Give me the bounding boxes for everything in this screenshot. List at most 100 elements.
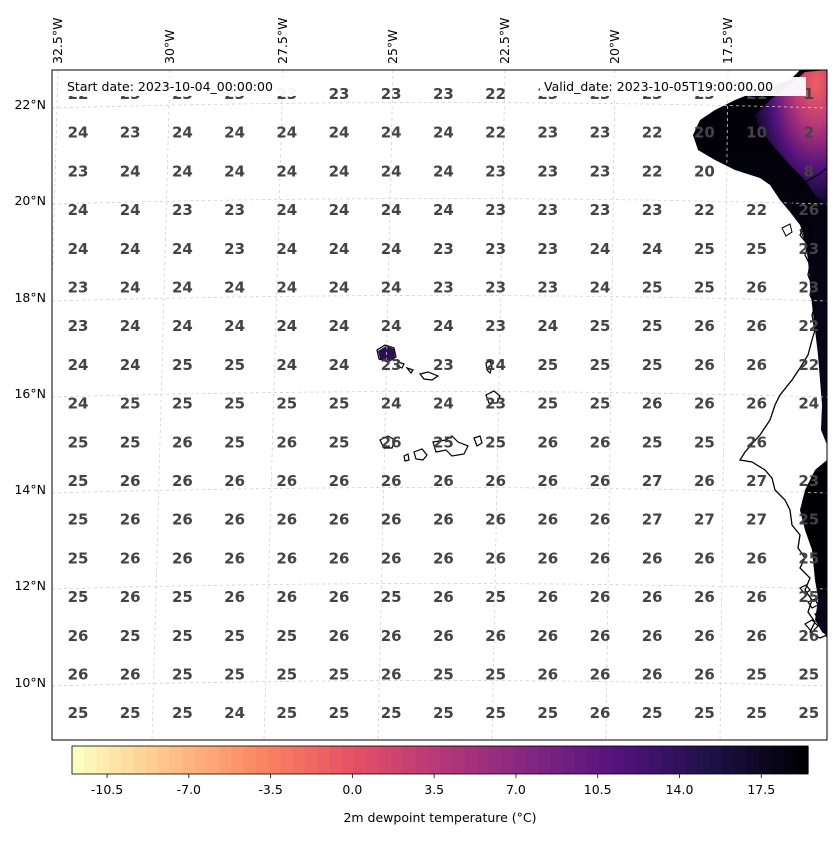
grid-value: 24 xyxy=(120,279,141,297)
colorbar-swatch xyxy=(476,746,490,774)
grid-value: 23 xyxy=(172,201,193,219)
grid-value: 24 xyxy=(68,395,89,413)
grid-value: 23 xyxy=(485,279,506,297)
colorbar-swatch xyxy=(722,746,735,774)
colorbar-swatch xyxy=(709,746,723,774)
grid-value: 25 xyxy=(224,627,245,645)
grid-value: 24 xyxy=(381,279,402,297)
colorbar-swatch xyxy=(403,746,417,774)
grid-value: 22 xyxy=(642,162,663,180)
colorbar-swatch xyxy=(354,746,367,774)
colorbar-tick-label: 3.5 xyxy=(424,782,444,797)
grid-value: 25 xyxy=(224,433,245,451)
grid-value: 24 xyxy=(642,240,663,258)
colorbar-tick-label: 0.0 xyxy=(342,782,362,797)
latitude-labels: 22°N 20°N 18°N 16°N 14°N 12°N 10°N xyxy=(14,97,46,690)
grid-value: 26 xyxy=(590,627,611,645)
grid-value: 26 xyxy=(485,627,506,645)
grid-value: 24 xyxy=(68,356,89,374)
grid-value: 26 xyxy=(746,395,767,413)
grid-value: 25 xyxy=(120,395,141,413)
grid-value: 26 xyxy=(537,472,558,490)
grid-value: 25 xyxy=(172,356,193,374)
grid-value: 26 xyxy=(120,549,141,567)
grid-value: 25 xyxy=(798,666,819,684)
grid-value: 25 xyxy=(694,433,715,451)
grid-value: 23 xyxy=(433,279,454,297)
grid-value: 23 xyxy=(120,124,141,142)
grid-value: 26 xyxy=(694,549,715,567)
dewpoint-values: 2223232323232323222323232321124232424242… xyxy=(68,85,820,722)
grid-value: 25 xyxy=(172,666,193,684)
colorbar-swatch xyxy=(206,746,220,774)
grid-value: 22 xyxy=(798,356,819,374)
grid-value: 25 xyxy=(642,433,663,451)
grid-value: 26 xyxy=(276,433,297,451)
grid-value: 22 xyxy=(485,124,506,142)
grid-value: 23 xyxy=(537,124,558,142)
grid-value: 22 xyxy=(746,201,767,219)
grid-value: 24 xyxy=(120,201,141,219)
grid-value: 23 xyxy=(68,279,89,297)
grid-value: 23 xyxy=(381,85,402,103)
grid-value: 23 xyxy=(537,240,558,258)
islands-bissagos xyxy=(799,584,826,633)
grid-value: 24 xyxy=(381,201,402,219)
colorbar-swatch xyxy=(550,746,564,774)
grid-value: 26 xyxy=(590,472,611,490)
grid-value: 23 xyxy=(537,279,558,297)
colorbar-swatch xyxy=(84,746,98,774)
grid-value: 25 xyxy=(746,666,767,684)
grid-value: 26 xyxy=(329,472,350,490)
colorbar-swatch xyxy=(292,746,306,774)
grid-value: 26 xyxy=(381,549,402,567)
grid-value: 8 xyxy=(804,162,814,180)
grid-value: 25 xyxy=(224,666,245,684)
grid-value: 26 xyxy=(68,666,89,684)
meridian-line xyxy=(719,70,729,740)
colorbar-swatch xyxy=(341,746,355,774)
colorbar-swatch xyxy=(734,746,748,774)
grid-value: 25 xyxy=(68,472,89,490)
lon-label: 32.5°W xyxy=(50,18,65,64)
colorbar-swatch xyxy=(256,746,269,774)
grid-value: 26 xyxy=(694,666,715,684)
grid-value: 23 xyxy=(433,356,454,374)
colorbar-tick-label: 14.0 xyxy=(666,782,694,797)
grid-value: 26 xyxy=(224,511,245,529)
grid-value: 25 xyxy=(433,704,454,722)
grid-value: 22 xyxy=(642,124,663,142)
start-date-label: Start date: 2023-10-04_00:00:00 xyxy=(67,79,273,94)
colorbar-swatch xyxy=(108,746,122,774)
grid-value: 22 xyxy=(485,85,506,103)
grid-value: 25 xyxy=(172,627,193,645)
colorbar-swatch xyxy=(464,746,478,774)
grid-value: 25 xyxy=(68,511,89,529)
grid-value: 24 xyxy=(329,279,350,297)
grid-value: 26 xyxy=(276,472,297,490)
grid-value: 26 xyxy=(120,511,141,529)
grid-value: 26 xyxy=(433,472,454,490)
grid-value: 24 xyxy=(68,201,89,219)
grid-value: 24 xyxy=(590,279,611,297)
grid-value: 26 xyxy=(694,317,715,335)
colorbar-swatch xyxy=(96,746,110,774)
parallel-line xyxy=(52,391,827,398)
grid-value: 20 xyxy=(694,162,715,180)
grid-value: 24 xyxy=(329,201,350,219)
grid-value: 27 xyxy=(642,511,663,529)
grid-value: 23 xyxy=(485,240,506,258)
lat-label: 20°N xyxy=(14,193,46,208)
grid-value: 26 xyxy=(329,549,350,567)
coastline-inlet-2 xyxy=(799,225,813,241)
map-frame xyxy=(51,69,828,741)
grid-value: 26 xyxy=(172,433,193,451)
grid-value: 23 xyxy=(590,201,611,219)
grid-value: 25 xyxy=(224,395,245,413)
grid-value: 24 xyxy=(798,395,819,413)
grid-value: 23 xyxy=(433,85,454,103)
meridian-line xyxy=(263,70,284,740)
grid-value: 27 xyxy=(746,511,767,529)
meridian-line xyxy=(377,70,394,740)
meridian-line xyxy=(491,70,506,740)
